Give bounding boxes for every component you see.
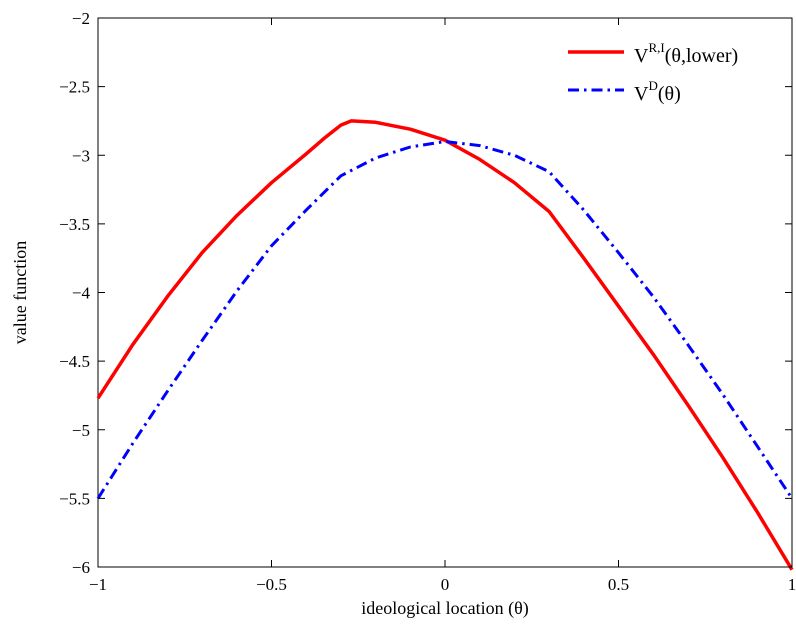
y-tick-label: −4 (72, 284, 91, 303)
y-tick-label: −5.5 (59, 489, 90, 508)
y-tick-label: −2 (72, 9, 90, 28)
x-tick-label: 1 (788, 575, 796, 594)
y-tick-label: −6 (72, 558, 90, 577)
y-axis-label: value function (10, 241, 30, 344)
x-axis-label: ideological location (θ) (361, 598, 529, 619)
x-tick-label: 0 (441, 575, 450, 594)
y-tick-label: −3 (72, 146, 90, 165)
legend-label-1: VD(θ) (634, 78, 681, 105)
legend-label-0: VR,I(θ,lower) (634, 40, 738, 67)
series-line-1 (96, 140, 794, 500)
series-line-0 (96, 119, 794, 571)
x-tick-label: −1 (89, 575, 107, 594)
y-tick-label: −2.5 (59, 78, 90, 97)
legend: VR,I(θ,lower) VD(θ) (560, 30, 782, 105)
ticks-layer: −1 −0.5 0 0.5 1 −6 −5.5 −5 −4.5 −4 −3.5 −3 −2.5 −2 (59, 9, 796, 594)
x-tick-label: −0.5 (256, 575, 287, 594)
y-tick-label: −4.5 (59, 352, 90, 371)
series-layer (96, 119, 794, 571)
y-tick-label: −5 (72, 421, 90, 440)
y-tick-label: −3.5 (59, 215, 90, 234)
x-tick-label: 0.5 (608, 575, 629, 594)
